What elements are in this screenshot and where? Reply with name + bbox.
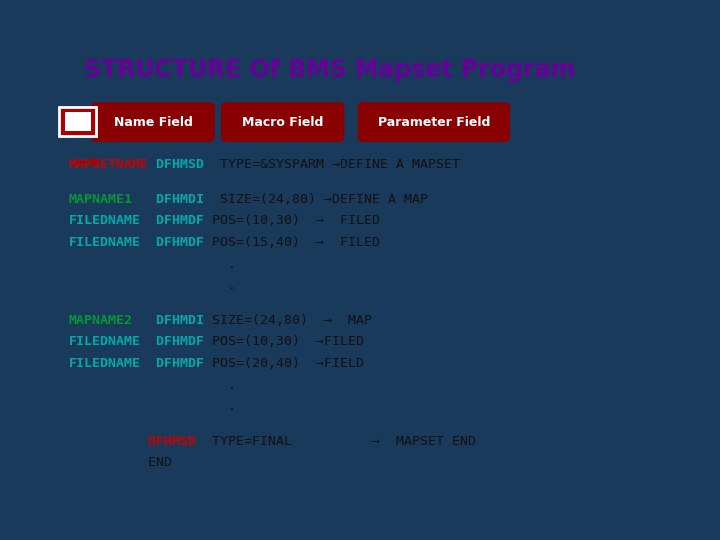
Text: SIZE=(24,80)  →  MAP: SIZE=(24,80) → MAP	[204, 314, 372, 327]
Text: POS=(10,30)  →  FILED: POS=(10,30) → FILED	[204, 214, 380, 227]
Text: DFHMDF: DFHMDF	[140, 236, 204, 249]
Text: .: .	[68, 400, 236, 413]
Text: MAPNAME1: MAPNAME1	[68, 193, 132, 206]
Text: DFHMDI: DFHMDI	[132, 314, 204, 327]
FancyBboxPatch shape	[359, 103, 509, 141]
Text: MAPNAME2: MAPNAME2	[68, 314, 132, 327]
Text: POS=(20,40)  →FIELD: POS=(20,40) →FIELD	[204, 357, 364, 370]
FancyBboxPatch shape	[92, 103, 214, 141]
FancyBboxPatch shape	[222, 103, 343, 141]
Text: TYPE=&SYSPARM →DEFINE A MAPSET: TYPE=&SYSPARM →DEFINE A MAPSET	[204, 158, 460, 171]
Text: DFHMSD: DFHMSD	[148, 158, 204, 171]
Text: .: .	[68, 258, 236, 271]
Text: DFHMDF: DFHMDF	[140, 357, 204, 370]
Text: .: .	[68, 279, 236, 292]
Bar	[65, 112, 91, 131]
Text: FILEDNAME: FILEDNAME	[68, 357, 140, 370]
Text: FILEDNAME: FILEDNAME	[68, 236, 140, 249]
Text: .: .	[68, 379, 236, 392]
Text: MAPSETNAME: MAPSETNAME	[68, 158, 148, 171]
Text: FILEDNAME: FILEDNAME	[68, 335, 140, 348]
Text: FILEDNAME: FILEDNAME	[68, 214, 140, 227]
Text: Parameter Field: Parameter Field	[377, 116, 490, 129]
Text: DFHMDI: DFHMDI	[132, 193, 204, 206]
Text: DFHMDF: DFHMDF	[140, 214, 204, 227]
Text: SIZE=(24,80) →DEFINE A MAP: SIZE=(24,80) →DEFINE A MAP	[204, 193, 428, 206]
Text: TYPE=FINAL          →  MAPSET END: TYPE=FINAL → MAPSET END	[197, 435, 477, 448]
Bar	[59, 107, 96, 136]
Text: Macro Field: Macro Field	[242, 116, 323, 129]
Text: Name Field: Name Field	[114, 116, 192, 129]
Text: STRUCTURE Of BMS Mapset Program: STRUCTURE Of BMS Mapset Program	[84, 58, 576, 82]
Text: DFHMSD: DFHMSD	[68, 435, 197, 448]
Text: POS=(10,30)  →FILED: POS=(10,30) →FILED	[204, 335, 364, 348]
Text: POS=(15,40)  →  FILED: POS=(15,40) → FILED	[204, 236, 380, 249]
Text: END: END	[68, 456, 172, 469]
Text: DFHMDF: DFHMDF	[140, 335, 204, 348]
